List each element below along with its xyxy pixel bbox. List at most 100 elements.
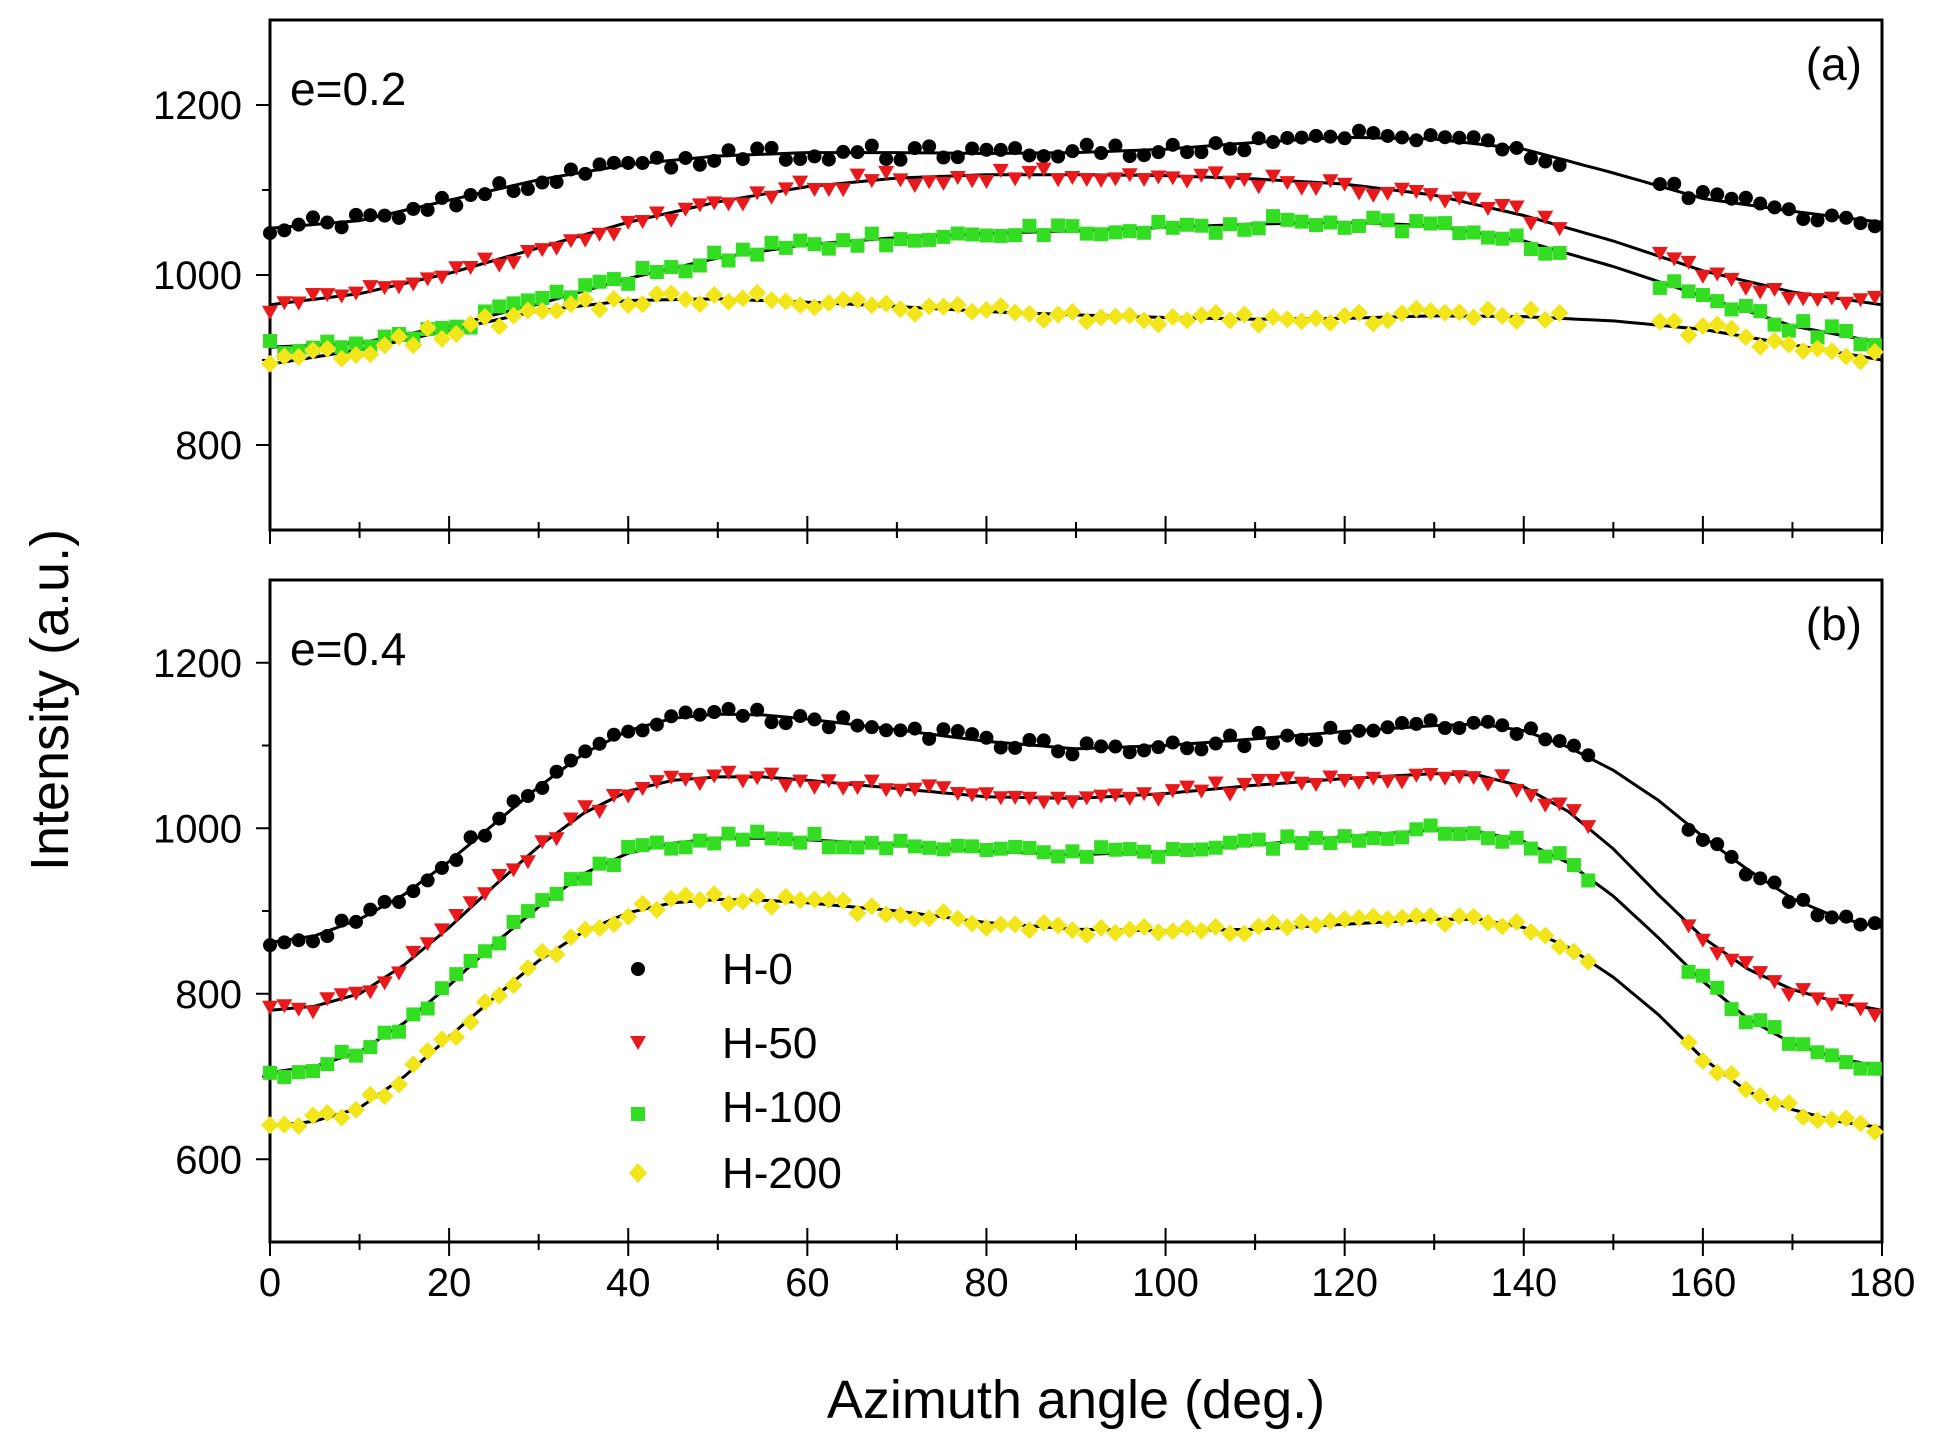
data-point-h-200 xyxy=(418,1042,437,1061)
data-point-h-0 xyxy=(263,226,277,241)
data-point-h-50 xyxy=(677,772,694,787)
data-point-h-0 xyxy=(1523,151,1538,166)
data-point-h-200 xyxy=(805,298,824,317)
data-point-h-0 xyxy=(1437,720,1452,735)
panel-b-points xyxy=(261,701,1884,1141)
data-point-h-50 xyxy=(949,171,966,186)
data-point-h-100 xyxy=(850,840,865,855)
data-point-h-0 xyxy=(563,162,578,177)
data-point-h-0 xyxy=(1394,130,1409,145)
data-point-h-50 xyxy=(1795,983,1812,998)
data-point-h-200 xyxy=(490,986,509,1005)
data-point-h-50 xyxy=(534,835,551,850)
data-point-h-50 xyxy=(1193,168,1210,183)
data-point-h-200 xyxy=(1865,343,1884,362)
data-point-h-0 xyxy=(807,149,822,164)
data-point-h-200 xyxy=(905,304,924,323)
data-point-h-200 xyxy=(604,915,623,934)
data-point-h-100 xyxy=(678,840,693,855)
legend-label-h50: H-50 xyxy=(722,1019,817,1068)
data-point-h-0 xyxy=(1122,149,1137,164)
data-point-h-50 xyxy=(362,280,379,295)
data-point-h-0 xyxy=(993,740,1008,755)
data-point-h-0 xyxy=(506,184,521,199)
data-point-h-0 xyxy=(1180,741,1195,756)
data-point-h-100 xyxy=(1767,317,1782,332)
data-point-h-50 xyxy=(1666,252,1683,267)
data-point-h-0 xyxy=(1480,133,1495,148)
data-point-h-200 xyxy=(1077,312,1096,331)
data-point-h-50 xyxy=(1136,172,1153,187)
data-point-h-200 xyxy=(261,1116,279,1135)
data-point-h-0 xyxy=(1022,733,1037,748)
data-point-h-50 xyxy=(1308,181,1325,196)
data-point-h-200 xyxy=(1335,910,1354,929)
data-point-h-100 xyxy=(1065,219,1080,234)
data-point-h-100 xyxy=(1667,274,1682,289)
data-point-h-100 xyxy=(1710,294,1725,309)
data-point-h-0 xyxy=(291,217,306,232)
data-point-h-100 xyxy=(535,290,550,305)
data-point-h-200 xyxy=(848,290,867,309)
data-point-h-0 xyxy=(463,188,478,203)
x-tick-label: 60 xyxy=(785,1261,830,1305)
data-point-h-0 xyxy=(1223,141,1238,156)
data-point-h-100 xyxy=(1452,226,1467,241)
data-point-h-200 xyxy=(1149,315,1168,334)
legend-marker-h100 xyxy=(631,1107,645,1121)
data-point-h-50 xyxy=(577,800,594,815)
data-point-h-50 xyxy=(992,163,1009,178)
data-point-h-200 xyxy=(748,887,767,906)
data-point-h-100 xyxy=(535,893,550,908)
data-point-h-100 xyxy=(1180,843,1195,858)
data-point-h-200 xyxy=(1751,337,1770,356)
data-point-h-50 xyxy=(1494,769,1511,784)
data-point-h-200 xyxy=(547,945,566,964)
data-point-h-200 xyxy=(289,1116,308,1135)
data-point-h-100 xyxy=(1366,831,1381,846)
data-point-h-200 xyxy=(1493,917,1512,936)
data-point-h-100 xyxy=(1036,845,1051,860)
data-point-h-0 xyxy=(707,153,722,168)
data-point-h-200 xyxy=(1049,305,1068,324)
data-point-h-50 xyxy=(1078,172,1095,187)
data-point-h-200 xyxy=(1264,913,1283,932)
data-point-h-200 xyxy=(1235,305,1254,324)
data-point-h-50 xyxy=(262,305,278,320)
data-point-h-0 xyxy=(850,718,865,733)
data-point-h-0 xyxy=(1208,136,1223,151)
data-point-h-200 xyxy=(1421,907,1440,926)
data-point-h-100 xyxy=(649,265,664,280)
data-point-h-50 xyxy=(1408,768,1425,783)
data-point-h-0 xyxy=(1738,867,1753,882)
data-point-h-100 xyxy=(621,839,636,854)
data-point-h-50 xyxy=(290,296,307,311)
data-point-h-200 xyxy=(1063,921,1082,940)
data-point-h-50 xyxy=(634,215,651,230)
data-point-h-50 xyxy=(591,227,608,242)
data-point-h-50 xyxy=(562,234,579,249)
data-point-h-200 xyxy=(447,325,466,344)
data-point-h-200 xyxy=(1292,312,1311,331)
data-point-h-0 xyxy=(735,708,750,723)
data-point-h-0 xyxy=(850,145,865,160)
data-point-h-100 xyxy=(1724,1002,1739,1017)
data-point-h-0 xyxy=(750,141,765,156)
data-point-h-100 xyxy=(1122,842,1137,857)
data-point-h-50 xyxy=(1479,777,1496,792)
data-point-h-50 xyxy=(548,832,565,847)
data-point-h-0 xyxy=(449,198,464,213)
data-point-h-100 xyxy=(1094,227,1109,242)
data-point-h-200 xyxy=(1135,311,1154,330)
data-point-h-50 xyxy=(1723,953,1740,968)
data-point-h-0 xyxy=(1437,130,1452,145)
data-point-h-50 xyxy=(1737,956,1754,971)
data-point-h-50 xyxy=(935,176,952,191)
data-point-h-200 xyxy=(1550,937,1569,956)
data-point-h-200 xyxy=(1335,306,1354,325)
data-point-h-100 xyxy=(1079,226,1094,241)
data-point-h-50 xyxy=(1064,171,1081,186)
data-point-h-0 xyxy=(793,709,808,724)
data-point-h-100 xyxy=(1366,210,1381,225)
data-point-h-100 xyxy=(1839,1055,1854,1070)
